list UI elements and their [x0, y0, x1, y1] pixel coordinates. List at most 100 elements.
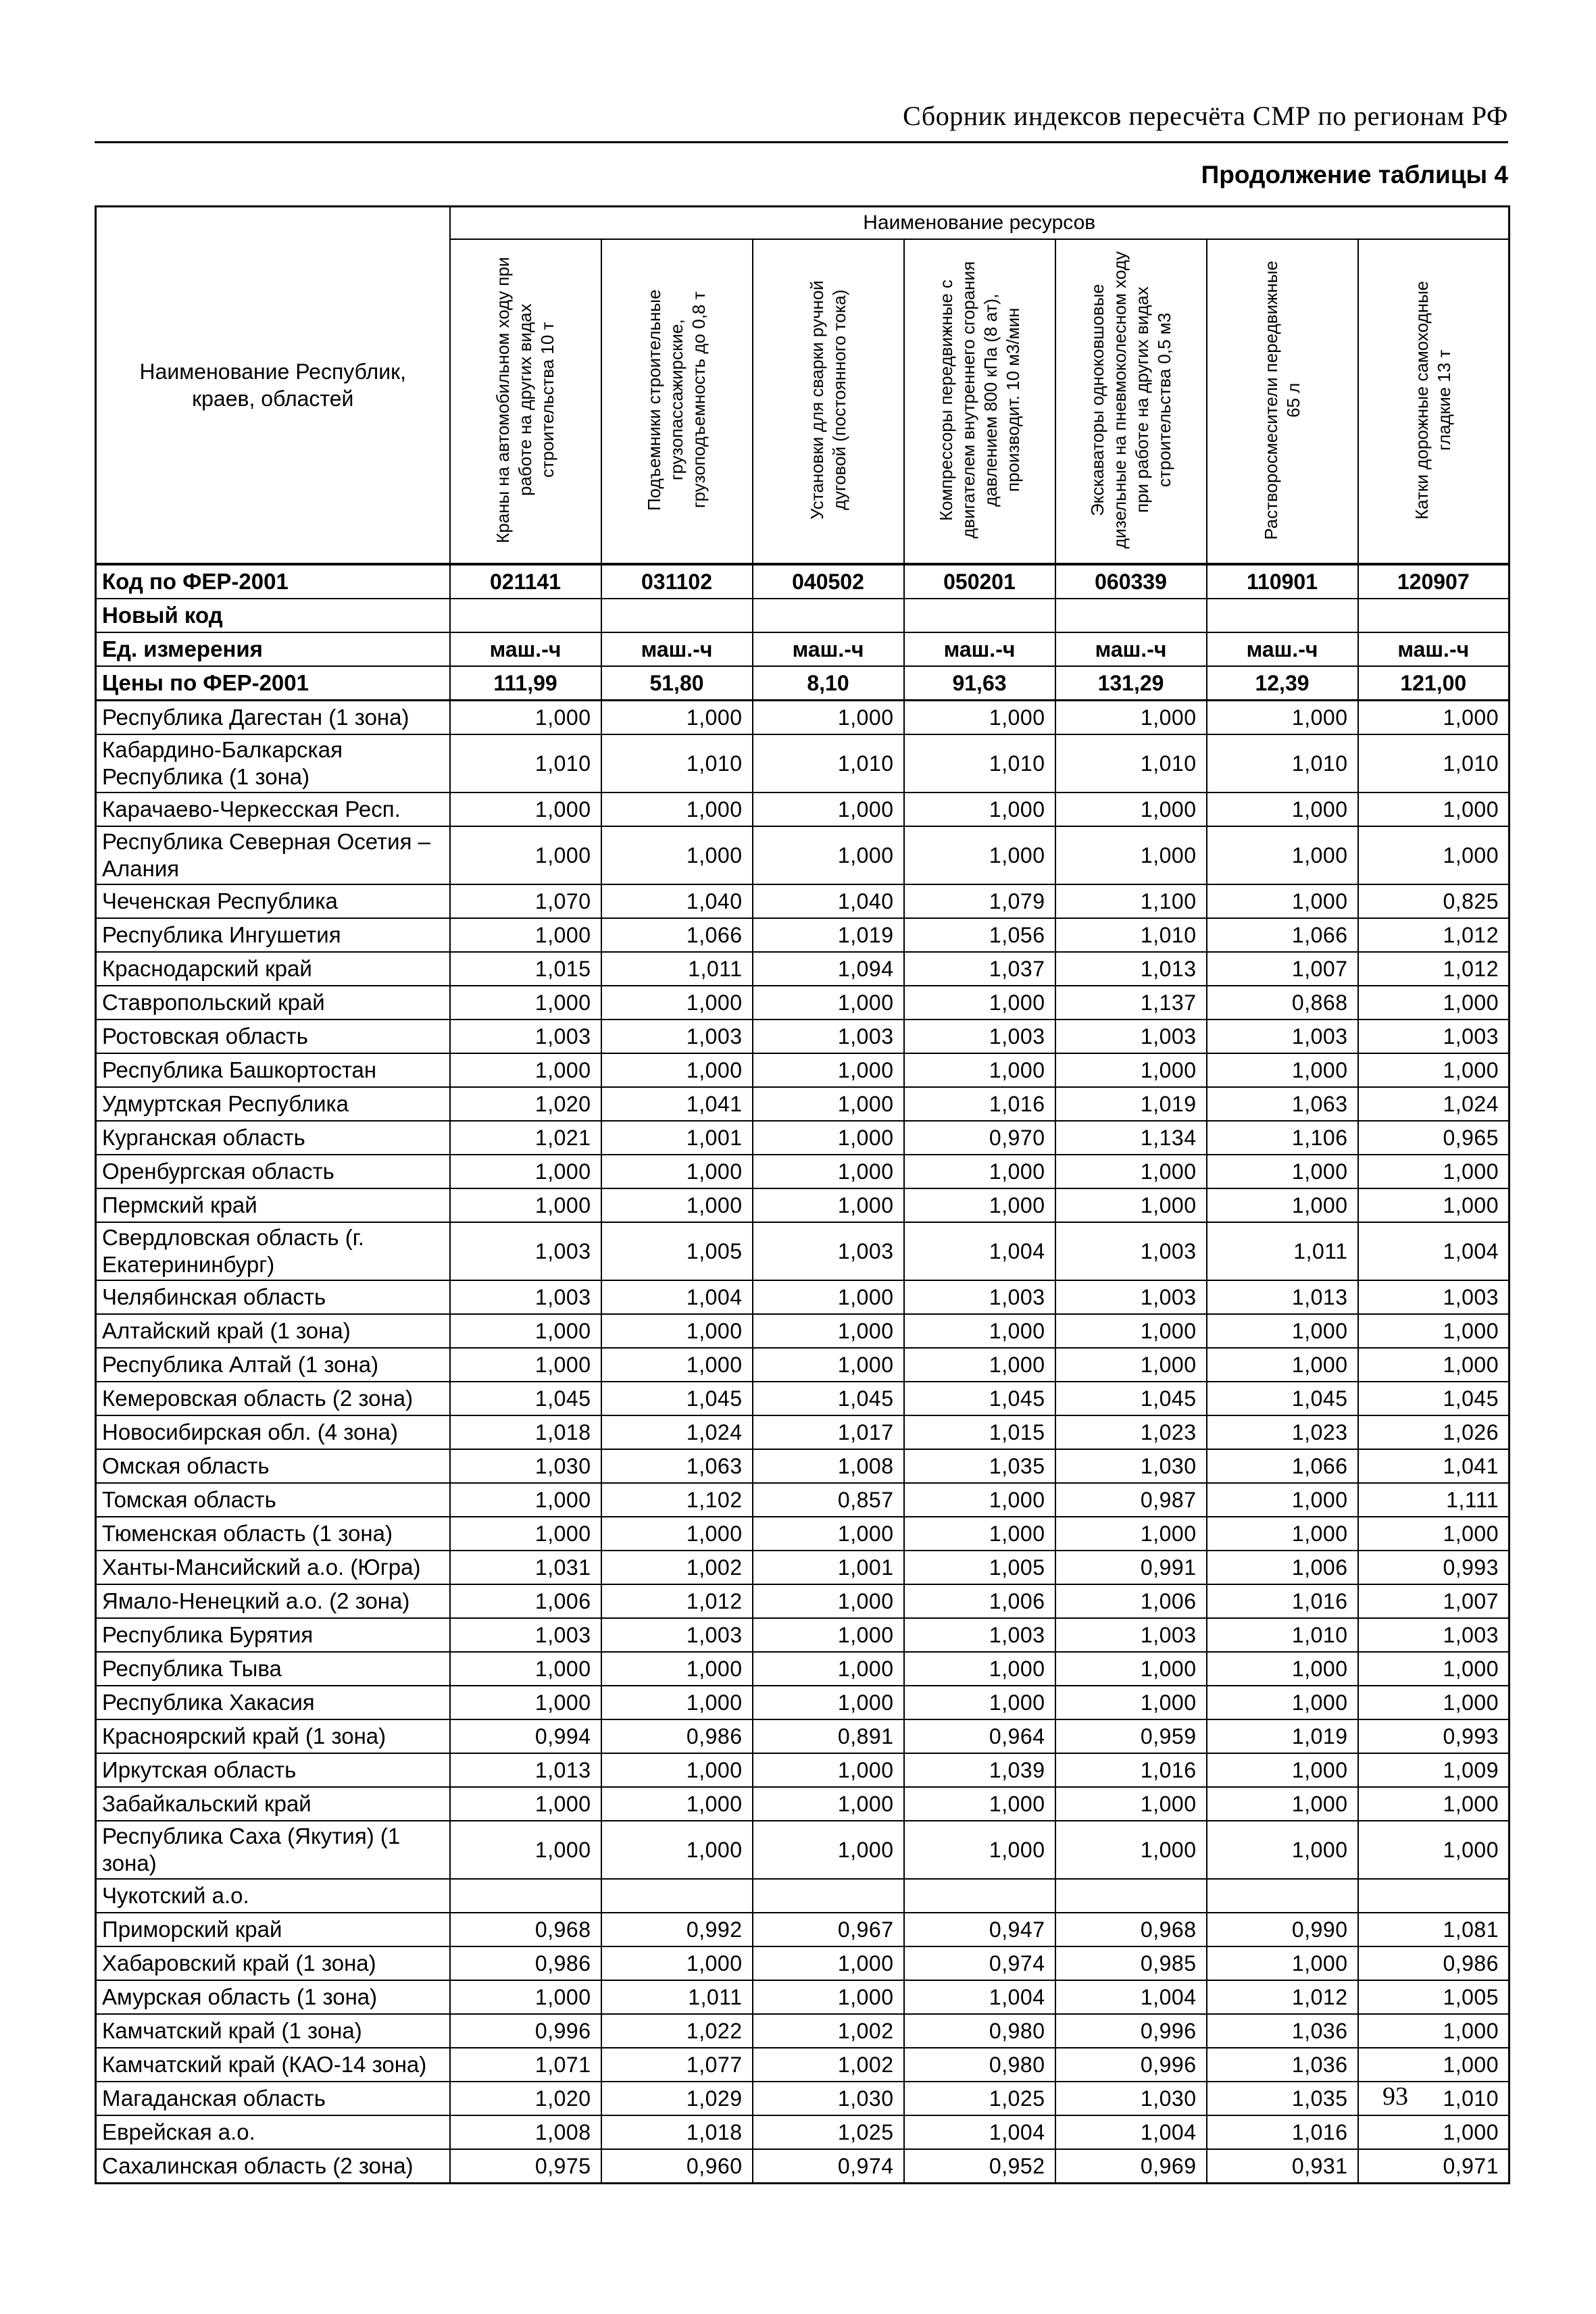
value-cell: 0,990: [1205, 1912, 1359, 1947]
meta-row: Цены по ФЕР-2001 111,99 51,80 8,10 91,63 131,…: [95, 665, 1510, 701]
table-row: Приморский край 0,968 0,992 0,967 0,947 0,968…: [95, 1912, 1510, 1947]
resource-column-label: Катки дорожные самоходные гладкие 13 т: [1412, 280, 1455, 520]
value-cell: 1,003: [449, 1222, 602, 1281]
value-cell: 1,000: [1357, 1053, 1510, 1088]
resource-column-header-4: Компрессоры передвижные с двигателем вну…: [903, 238, 1056, 565]
value-cell: 0,986: [1357, 1946, 1510, 1981]
value-cell: 1,000: [1205, 699, 1359, 735]
value-cell: 1,025: [903, 2081, 1056, 2116]
value-cell: 1,000: [751, 1516, 905, 1551]
region-cell: Красноярский край (1 зона): [95, 1719, 451, 1754]
value-cell: 1,026: [1357, 1415, 1510, 1450]
resource-column-label: Установки для сварки ручной дуговой (пос…: [806, 280, 849, 520]
resource-column-label: Подъемники строительные грузопассажирски…: [644, 288, 709, 511]
value-cell: 1,012: [600, 1584, 753, 1619]
table-row: Камчатский край (1 зона) 0,996 1,022 1,002 0…: [95, 2013, 1510, 2048]
value-cell: 1,000: [903, 1516, 1056, 1551]
value-cell: 1,003: [751, 1222, 905, 1281]
value-cell: 1,005: [903, 1550, 1056, 1585]
value-cell: 1,000: [903, 1154, 1056, 1189]
value-cell: 1,000: [1357, 699, 1510, 735]
value-cell: 1,000: [449, 985, 602, 1020]
value-cell: 1,000: [600, 699, 753, 735]
region-cell: Кемеровская область (2 зона): [95, 1381, 451, 1416]
value-cell: 1,000: [1205, 1482, 1359, 1517]
value-cell: [600, 1878, 753, 1913]
value-cell: 1,003: [600, 1019, 753, 1054]
table-row: Камчатский край (КАО-14 зона) 1,071 1,077 1…: [95, 2047, 1510, 2082]
value-cell: 0,991: [1054, 1550, 1207, 1585]
value-cell: 1,000: [600, 1753, 753, 1788]
value-cell: 1,000: [449, 1820, 602, 1880]
meta-cell: 110901: [1205, 563, 1359, 599]
value-cell: 1,000: [751, 985, 905, 1020]
table-body: Код по ФЕР-2001 021141 031102 040502 050201 0…: [95, 563, 1510, 2184]
value-cell: [751, 1878, 905, 1913]
region-cell: Свердловская область (г. Екатерининбург): [95, 1222, 451, 1281]
value-cell: 1,000: [600, 1820, 753, 1880]
value-cell: 1,024: [1357, 1086, 1510, 1122]
value-cell: 1,010: [1357, 734, 1510, 793]
region-cell: Томская область: [95, 1482, 451, 1517]
table-row: Кемеровская область (2 зона) 1,045 1,045 1,…: [95, 1381, 1510, 1416]
table-row: Республика Тыва 1,000 1,000 1,000 1,000 1,000…: [95, 1651, 1510, 1686]
table-row: Республика Дагестан (1 зона) 1,000 1,000 1,…: [95, 699, 1510, 735]
value-cell: 1,100: [1054, 884, 1207, 919]
region-cell: Ростовская область: [95, 1019, 451, 1054]
meta-cell: 031102: [600, 563, 753, 599]
meta-cell: [1205, 598, 1359, 633]
table-row: Новосибирская обл. (4 зона) 1,018 1,024 1,0…: [95, 1415, 1510, 1450]
region-cell: Удмуртская Республика: [95, 1086, 451, 1122]
value-cell: 1,003: [1054, 1280, 1207, 1315]
value-cell: 1,012: [1357, 951, 1510, 986]
region-cell: Тюменская область (1 зона): [95, 1516, 451, 1551]
region-cell: Карачаево-Черкесская Респ.: [95, 792, 451, 827]
meta-cell: [600, 598, 753, 633]
value-cell: 1,077: [600, 2047, 753, 2082]
value-cell: 1,079: [903, 884, 1056, 919]
value-cell: 1,000: [751, 1617, 905, 1653]
table-row: Чеченская Республика 1,070 1,040 1,040 1,079…: [95, 884, 1510, 919]
value-cell: 1,000: [449, 1313, 602, 1349]
region-cell: Краснодарский край: [95, 951, 451, 986]
value-cell: 0,985: [1054, 1946, 1207, 1981]
value-cell: 1,003: [903, 1019, 1056, 1054]
value-cell: 1,000: [1054, 1685, 1207, 1720]
meta-row-label: Код по ФЕР-2001: [95, 563, 451, 599]
region-cell: Республика Бурятия: [95, 1617, 451, 1653]
value-cell: 1,000: [903, 699, 1056, 735]
table-row: Хабаровский край (1 зона) 0,986 1,000 1,000…: [95, 1946, 1510, 1981]
value-cell: 0,994: [449, 1719, 602, 1754]
value-cell: 1,000: [1054, 1786, 1207, 1821]
value-cell: 1,002: [600, 1550, 753, 1585]
value-cell: 1,030: [1054, 1449, 1207, 1484]
value-cell: 1,000: [1054, 1313, 1207, 1349]
value-cell: 1,000: [449, 699, 602, 735]
value-cell: 1,003: [1357, 1280, 1510, 1315]
region-cell: Курганская область: [95, 1120, 451, 1155]
meta-cell: 91,63: [903, 665, 1056, 701]
value-cell: 1,000: [600, 1347, 753, 1382]
value-cell: 1,003: [1054, 1019, 1207, 1054]
value-cell: 1,063: [1205, 1086, 1359, 1122]
resource-column-label: Растворосмесители передвижные 65 л: [1260, 259, 1303, 540]
value-cell: 1,016: [1054, 1753, 1207, 1788]
region-cell: Республика Северная Осетия – Алания: [95, 826, 451, 885]
table-row: Амурская область (1 зона) 1,000 1,011 1,000…: [95, 1980, 1510, 2015]
value-cell: 1,000: [751, 1188, 905, 1223]
value-cell: 1,010: [751, 734, 905, 793]
table-row: Красноярский край (1 зона) 0,994 0,986 0,89…: [95, 1719, 1510, 1754]
value-cell: 1,106: [1205, 1120, 1359, 1155]
resource-column-label: Компрессоры передвижные с двигателем вну…: [935, 261, 1023, 538]
table-row: Еврейская а.о. 1,008 1,018 1,025 1,004 1,004 1…: [95, 2115, 1510, 2150]
value-cell: 1,045: [1054, 1381, 1207, 1416]
value-cell: 1,000: [449, 1188, 602, 1223]
value-cell: 1,030: [1054, 2081, 1207, 2116]
value-cell: 1,016: [903, 1086, 1056, 1122]
value-cell: 1,000: [449, 1685, 602, 1720]
value-cell: 1,000: [600, 1154, 753, 1189]
value-cell: 1,134: [1054, 1120, 1207, 1155]
meta-row-label: Цены по ФЕР-2001: [95, 665, 451, 701]
indices-table: Наименование Республик, краев, областей …: [95, 205, 1511, 2184]
value-cell: 1,000: [1205, 1188, 1359, 1223]
